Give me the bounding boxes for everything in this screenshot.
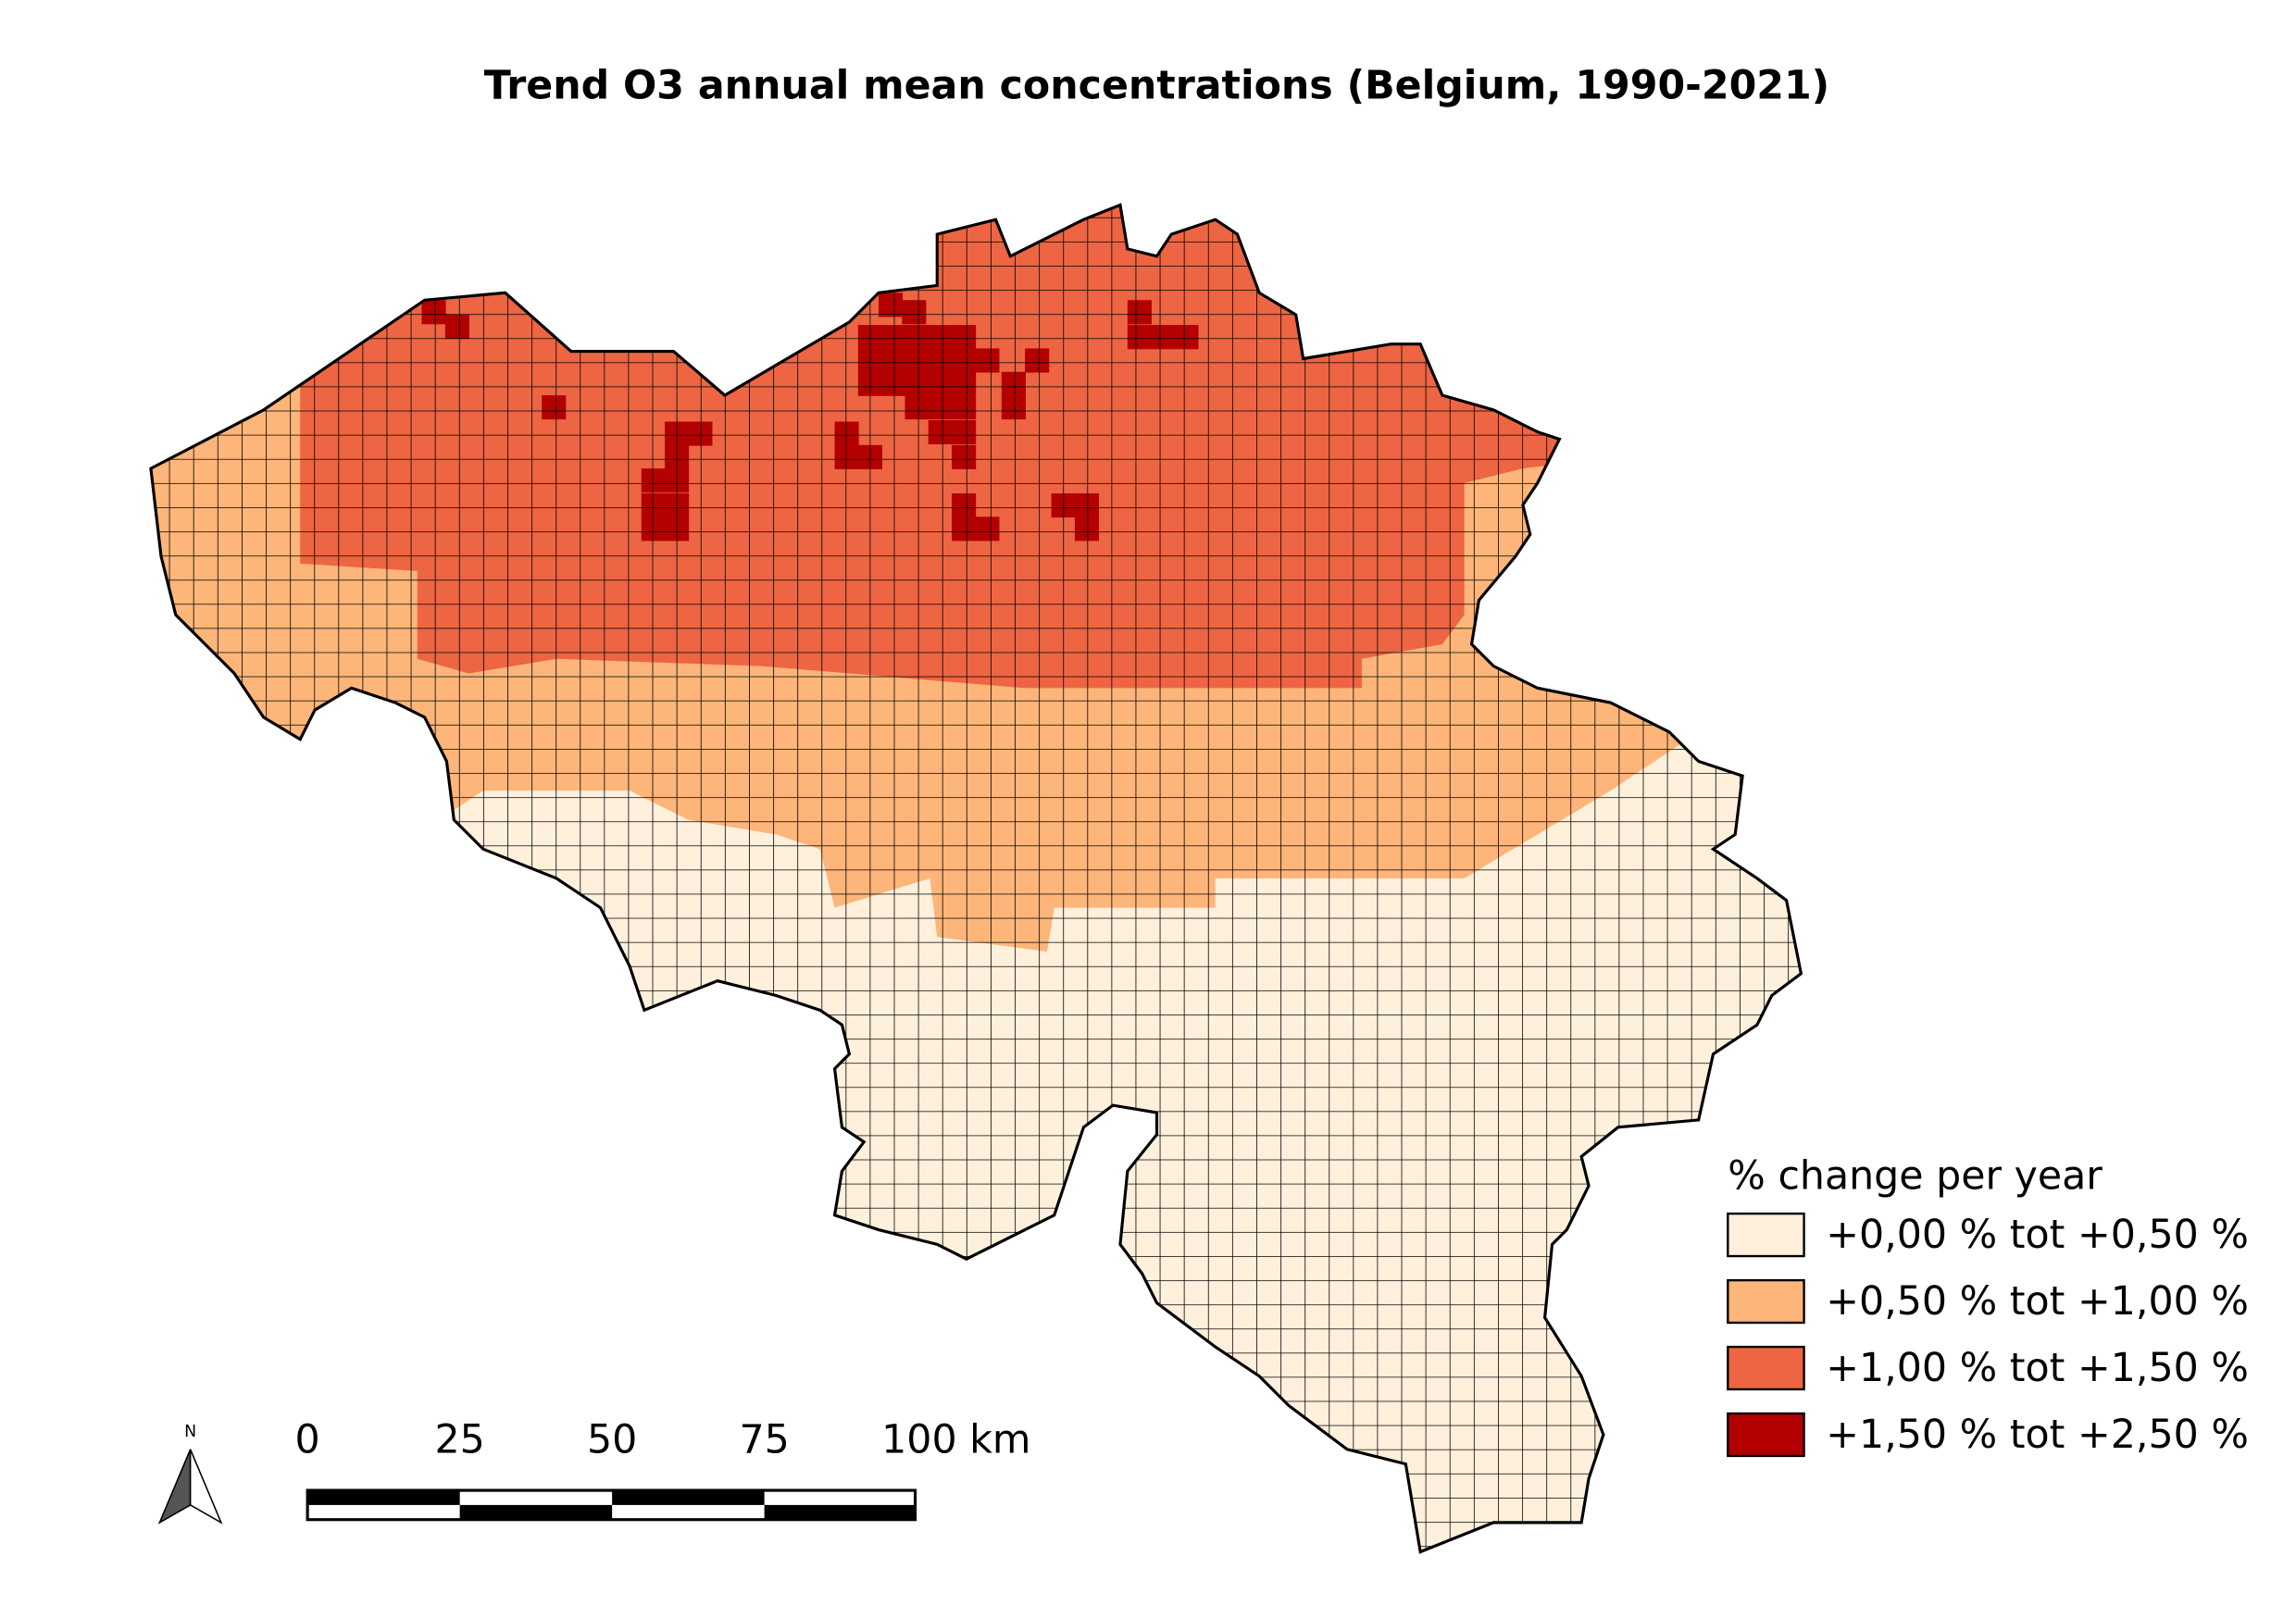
legend-label: +1,50 % tot +2,50 % — [1826, 1412, 2249, 1458]
legend: % change per year +0,00 % tot +0,50 %+0,… — [1727, 1153, 2249, 1458]
scale-label: 50 — [587, 1416, 637, 1462]
north-label: N — [184, 1423, 196, 1441]
arrow-right — [189, 1449, 223, 1525]
scale-label: 75 — [739, 1416, 789, 1462]
legend-label: +0,00 % tot +0,50 % — [1826, 1212, 2249, 1258]
legend-swatch — [1727, 1278, 1805, 1325]
scale-label: 0 — [295, 1416, 320, 1462]
legend-swatch — [1727, 1412, 1805, 1458]
scale-label: 100 km — [881, 1416, 1030, 1462]
arrow-left — [157, 1449, 192, 1525]
scale-labels: 0 25 50 75 100 km — [295, 1416, 1031, 1462]
map-title: Trend O3 annual mean concentrations (Bel… — [484, 62, 1829, 108]
scale-block — [307, 1490, 460, 1505]
scale-block — [612, 1490, 765, 1505]
scale-bar: 0 25 50 75 100 km — [295, 1416, 1031, 1522]
legend-label: +0,50 % tot +1,00 % — [1826, 1278, 2249, 1325]
scale-block — [459, 1504, 613, 1520]
legend-label: +1,00 % tot +1,50 % — [1826, 1345, 2249, 1391]
scale-label: 25 — [434, 1416, 484, 1462]
legend-items: +0,00 % tot +0,50 % +0,50 % tot +1,00 % +1… — [1727, 1212, 2249, 1458]
legend-swatch — [1727, 1212, 1805, 1258]
scale-block — [764, 1504, 916, 1520]
north-arrow: N — [157, 1423, 223, 1525]
legend-title: % change per year — [1728, 1153, 2103, 1200]
legend-swatch — [1727, 1345, 1805, 1391]
